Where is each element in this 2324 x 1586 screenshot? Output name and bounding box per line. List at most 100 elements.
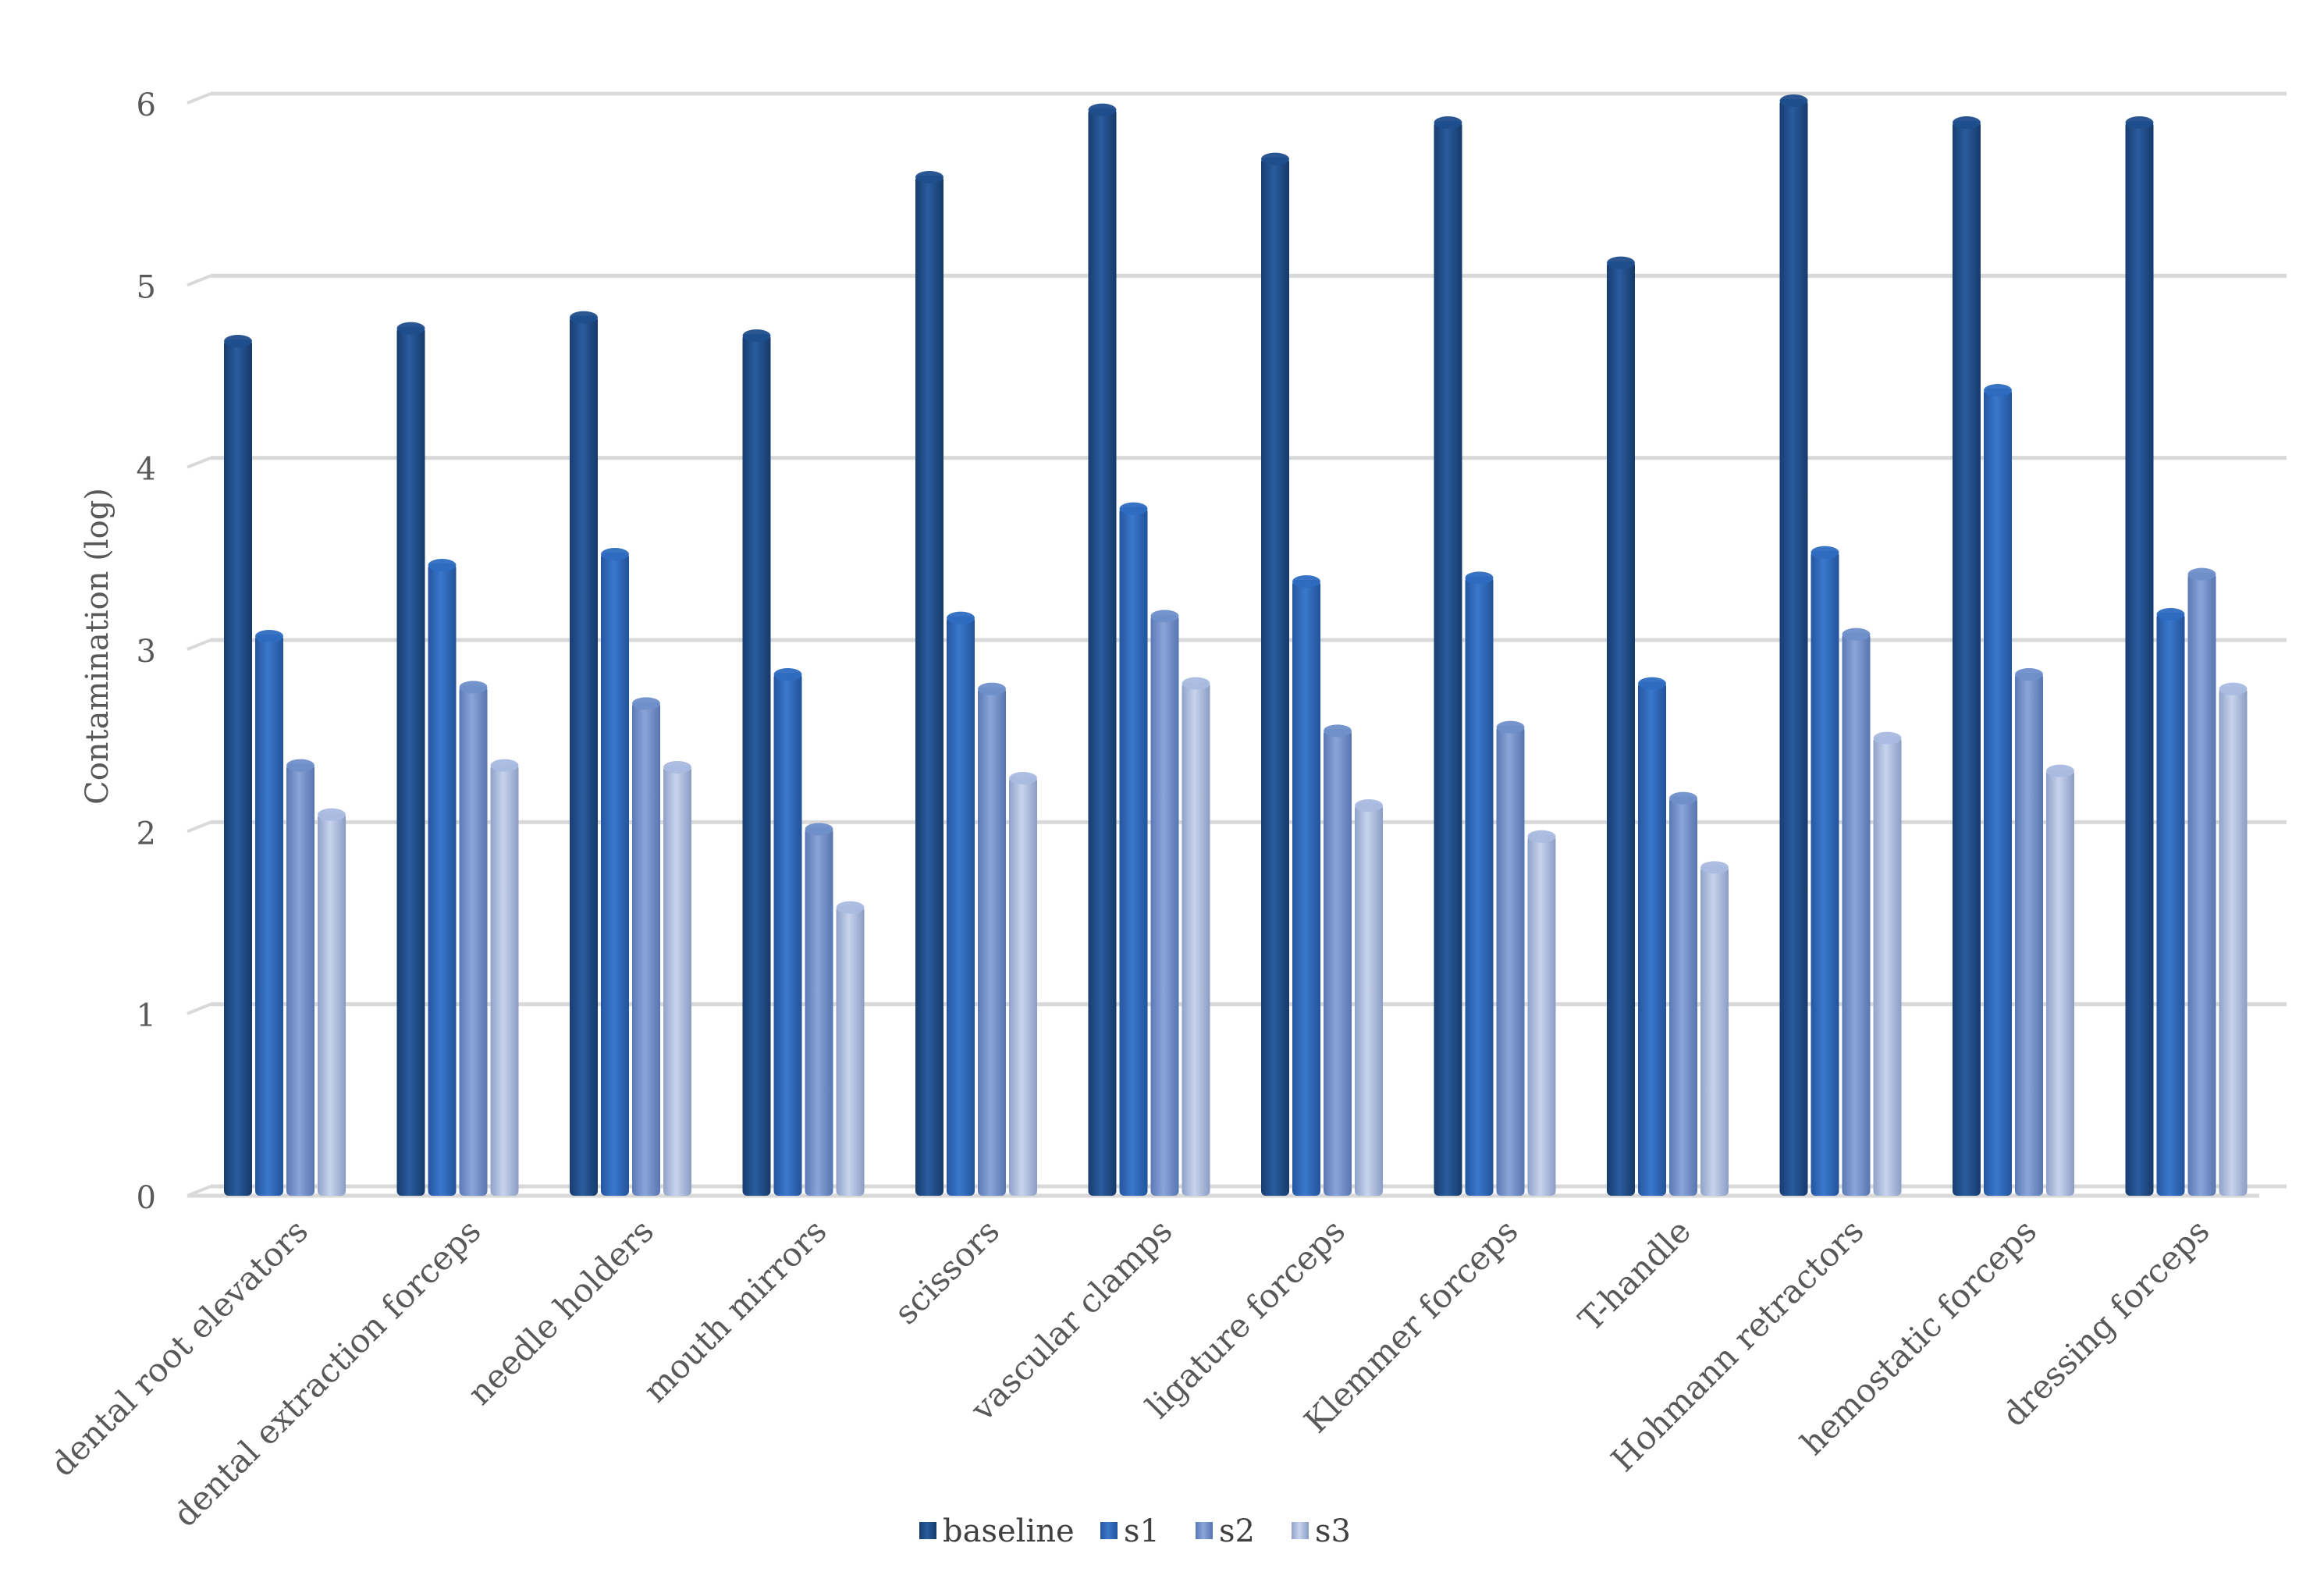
bar-s2	[1669, 796, 1697, 1196]
legend-label: baseline	[943, 1513, 1075, 1549]
bar-cap-baseline	[1953, 116, 1981, 129]
bar-s3	[1182, 681, 1210, 1196]
bar-baseline	[1434, 121, 1462, 1196]
legend-swatch	[1100, 1522, 1118, 1539]
bar-cap-s3	[1700, 861, 1729, 874]
bar-s2	[286, 763, 314, 1196]
bar-s2	[1324, 729, 1352, 1196]
bar-cap-s2	[2015, 668, 2043, 681]
legend-label: s1	[1124, 1513, 1160, 1549]
bar-s2	[1496, 725, 1525, 1196]
bar-cap-s3	[836, 901, 865, 914]
bar-s1	[1292, 580, 1320, 1196]
legend-swatch	[1292, 1522, 1309, 1539]
legend-item-s2: s2	[1196, 1513, 1255, 1549]
bar-cap-s1	[1292, 575, 1320, 588]
y-tick-label: 2	[137, 816, 156, 852]
y-axis-ticks: 0 1 2 3 4 5 6	[137, 87, 156, 1216]
bar-cap-baseline	[742, 329, 771, 342]
bar-cap-s3	[490, 759, 519, 772]
y-tick-label: 1	[137, 998, 156, 1034]
y-tick-label: 4	[137, 452, 156, 488]
x-tick-label: T-handle	[1571, 1211, 1698, 1339]
bar-cap-s3	[1355, 799, 1383, 812]
bar-cap-baseline	[224, 335, 252, 347]
bar-cap-s2	[1669, 791, 1697, 805]
legend-swatch	[1196, 1522, 1213, 1539]
bar-cap-s3	[1527, 830, 1556, 843]
bar-cap-s2	[805, 823, 833, 836]
bar-s2	[2187, 572, 2216, 1196]
bar-cap-s1	[1465, 571, 1494, 585]
bar-s1	[1119, 507, 1148, 1196]
bar-cap-baseline	[2125, 116, 2154, 129]
bar-s1	[1811, 550, 1839, 1196]
x-tick-label: scissors	[887, 1211, 1007, 1332]
bar-group	[1088, 103, 1210, 1197]
bar-cap-s3	[1873, 731, 1902, 745]
bar-baseline	[224, 340, 252, 1196]
gridline-depth	[187, 820, 211, 834]
bar-s3	[836, 905, 865, 1196]
gridline-depth	[187, 456, 211, 469]
bar-cap-baseline	[1088, 103, 1117, 116]
y-tick-label: 3	[137, 634, 156, 670]
bar-s3	[2046, 769, 2074, 1196]
bar-cap-s1	[2156, 608, 2185, 621]
bar-cap-s1	[428, 559, 457, 571]
y-tick-label: 0	[137, 1180, 156, 1216]
bar-cap-s2	[286, 759, 314, 772]
bar-s3	[1700, 866, 1729, 1196]
x-tick-label: dental extraction forceps	[165, 1211, 488, 1534]
bar-cap-baseline	[1607, 256, 1635, 269]
bar-s1	[601, 553, 629, 1196]
bar-baseline	[742, 334, 771, 1196]
bar-baseline	[1607, 261, 1635, 1197]
bar-s3	[1355, 804, 1383, 1196]
x-tick-label: needle holders	[460, 1211, 661, 1412]
gridlines	[187, 91, 2287, 1198]
bar-cap-baseline	[1434, 116, 1462, 129]
bar-cap-s1	[1984, 384, 2012, 396]
bar-s1	[947, 616, 975, 1196]
gridline-depth	[187, 92, 211, 105]
bar-s3	[318, 813, 346, 1196]
bar-baseline	[396, 326, 425, 1197]
bar-cap-s3	[1182, 677, 1210, 690]
bar-group	[224, 335, 346, 1196]
bar-s2	[459, 685, 488, 1196]
bar-cap-s2	[1496, 720, 1525, 734]
bar-s2	[1150, 614, 1179, 1196]
bar-s1	[428, 564, 457, 1196]
bar-cap-s2	[459, 681, 488, 694]
bar-group	[1261, 152, 1383, 1197]
bar-baseline	[1779, 99, 1808, 1196]
bar-baseline	[570, 315, 598, 1197]
bar-cap-s1	[1119, 502, 1148, 515]
bar-group	[1434, 116, 1556, 1196]
bar-s1	[773, 673, 802, 1196]
bar-cap-s2	[1150, 610, 1179, 623]
bar-group	[570, 311, 691, 1197]
legend-item-baseline: baseline	[919, 1513, 1075, 1549]
bar-baseline	[915, 176, 943, 1196]
bar-cap-s3	[663, 761, 691, 773]
bar-s3	[1009, 777, 1037, 1196]
bar-cap-s1	[601, 548, 629, 560]
bar-cap-s1	[947, 611, 975, 624]
legend-swatch	[919, 1522, 936, 1539]
bar-s3	[1873, 736, 1902, 1196]
bar-baseline	[1261, 157, 1289, 1197]
bar-s2	[978, 687, 1006, 1196]
bar-baseline	[1953, 121, 1981, 1196]
gridline-depth	[187, 274, 211, 287]
bar-cap-baseline	[1779, 94, 1808, 107]
y-axis-label: Contamination (log)	[80, 488, 115, 805]
bar-cap-baseline	[396, 322, 425, 335]
bar-cap-baseline	[915, 171, 943, 183]
bar-s3	[663, 766, 691, 1196]
bar-s1	[255, 635, 283, 1196]
bar-cap-baseline	[1261, 152, 1289, 165]
bar-cap-s3	[1009, 772, 1037, 784]
